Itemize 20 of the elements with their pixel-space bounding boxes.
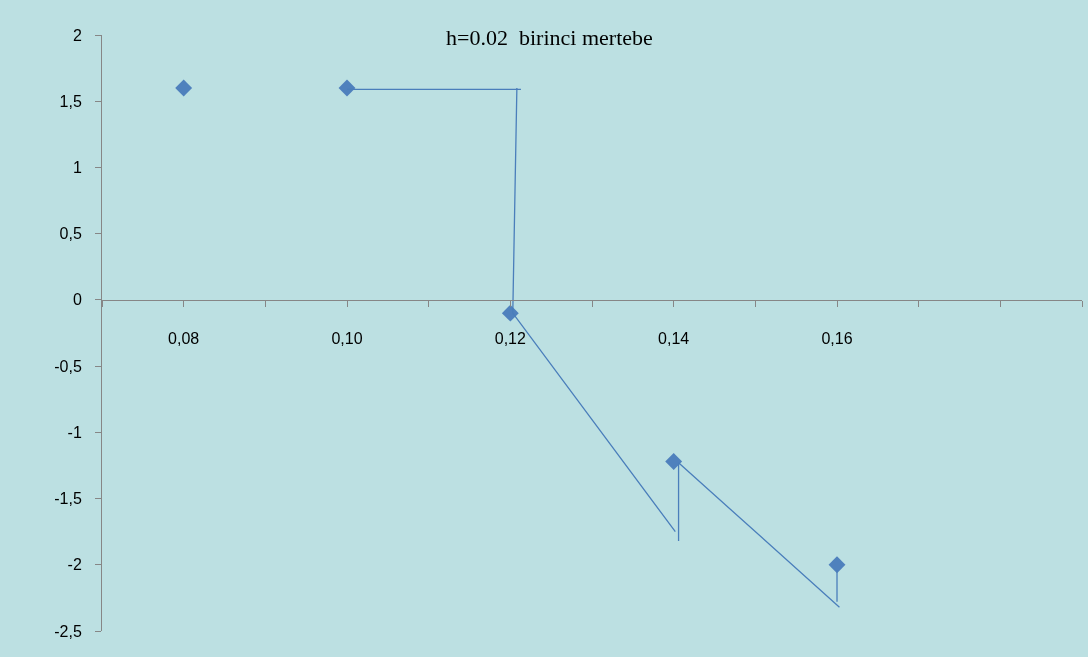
y-tick-label: -2,5 [54, 622, 82, 640]
y-tick-label: 1 [72, 159, 82, 177]
y-tick-label: 0 [72, 291, 82, 309]
y-tick-label: -2 [67, 556, 82, 574]
y-tick-label: 0,5 [59, 225, 82, 243]
x-tick-label: 0,16 [821, 330, 853, 348]
y-tick-label: -0,5 [54, 357, 82, 375]
point [338, 79, 356, 97]
x-tick-label: 0,10 [331, 330, 363, 348]
x-tick-label: 0,08 [168, 330, 200, 348]
x-tick-label: 0,14 [658, 330, 690, 348]
point [175, 79, 193, 97]
y-tick-label: -1,5 [54, 490, 82, 508]
chart-title: h=0.02 birinci mertebe [446, 25, 653, 51]
y-tick-label: 2 [72, 26, 82, 44]
y-tick-label: -1 [67, 423, 82, 441]
point [665, 453, 683, 470]
x-tick-label: 0,12 [494, 330, 526, 348]
point [828, 556, 846, 574]
y-tick-label: 1,5 [59, 92, 82, 110]
